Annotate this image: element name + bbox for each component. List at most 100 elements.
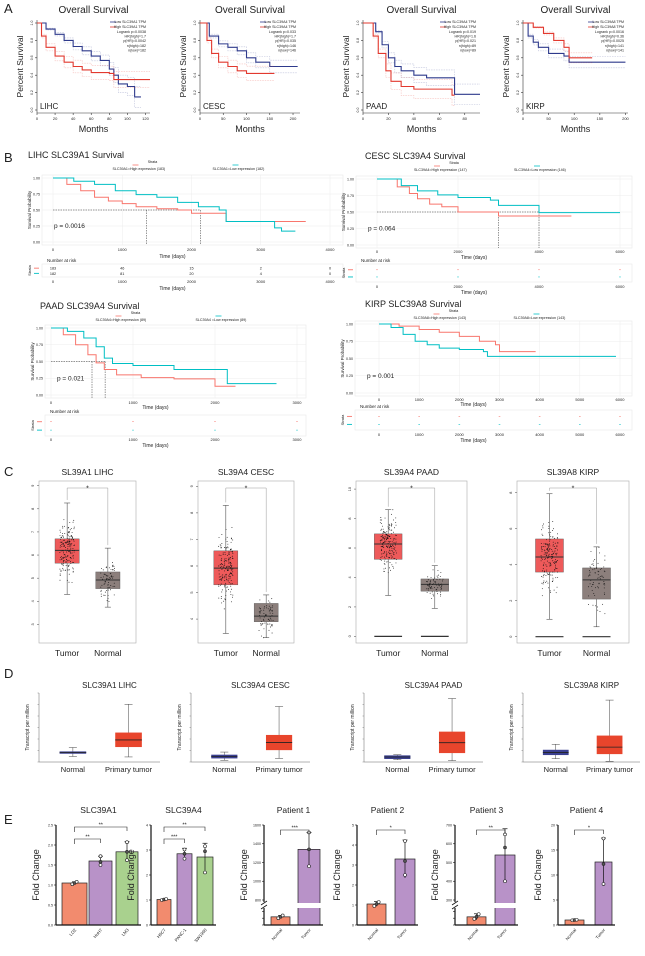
data-point — [230, 562, 232, 564]
data-point — [393, 553, 395, 555]
x-tick-label: 0 — [199, 116, 202, 121]
risk-count: 20 — [189, 272, 193, 276]
confidence-band — [200, 22, 298, 74]
data-point — [550, 564, 552, 566]
data-point — [390, 538, 392, 539]
data-point — [547, 550, 549, 552]
survival-curve-high — [200, 22, 275, 75]
data-point — [394, 542, 396, 544]
y-tick-label: 8 — [348, 517, 352, 519]
plot-frame — [197, 480, 295, 644]
x-axis-label: Time (days) — [159, 254, 186, 260]
stat-text: n(low)=146 — [278, 48, 296, 52]
panel-label-a: A — [4, 1, 13, 16]
data-point — [63, 545, 65, 547]
data-point — [438, 585, 440, 587]
data-point — [62, 552, 64, 554]
axis-break-gap — [297, 903, 321, 908]
data-point — [540, 543, 542, 544]
data-point — [61, 542, 63, 544]
data-point — [546, 539, 547, 541]
data-point — [106, 575, 108, 577]
stat-text: n(low)=89 — [460, 48, 476, 52]
data-point — [259, 599, 261, 601]
data-point — [231, 569, 233, 571]
data-point — [67, 533, 69, 535]
data-point — [544, 553, 546, 555]
data-point — [437, 570, 439, 571]
data-point — [551, 555, 553, 557]
data-point — [65, 549, 67, 551]
data-point — [392, 539, 394, 541]
data-point — [392, 566, 394, 568]
data-point — [106, 590, 107, 591]
x-tick-label: 40 — [412, 116, 417, 121]
data-point — [552, 580, 554, 582]
cancer-type-label: LIHC — [40, 102, 58, 111]
data-point — [379, 540, 381, 542]
data-point — [599, 611, 601, 612]
data-point — [73, 544, 75, 546]
data-point — [232, 594, 234, 596]
x-tick-label: 0 — [378, 397, 381, 402]
y-tick-label: 0.0 — [48, 923, 53, 927]
risk-x-tick-label: 3000 — [495, 432, 505, 437]
confidence-band — [363, 22, 455, 106]
y-tick-label: 0.4 — [30, 73, 34, 78]
data-point — [66, 551, 68, 553]
data-point — [384, 517, 386, 519]
data-point — [599, 576, 601, 578]
data-point — [556, 554, 557, 556]
y-axis-label: Fold Change — [332, 849, 342, 901]
risk-x-tick-label: 3000 — [256, 279, 266, 284]
data-point — [542, 565, 544, 567]
chart-title: Patient 3 — [470, 805, 504, 815]
data-point — [67, 541, 69, 543]
data-point — [549, 545, 551, 547]
data-point — [104, 582, 106, 584]
data-point — [604, 584, 606, 586]
data-point — [231, 601, 233, 603]
data-point — [390, 557, 392, 559]
y-tick-label: 1400 — [253, 842, 261, 846]
data-point — [434, 583, 436, 585]
data-point — [220, 583, 222, 585]
data-point — [65, 564, 67, 566]
data-point — [229, 558, 231, 560]
qpcr-bar-chart-patient-2: Patient 2 Fold Change Normal Tumor 0 1 2 3 4 5 * — [332, 805, 418, 941]
x-tick-label: 20 — [53, 116, 58, 121]
data-point — [597, 609, 599, 611]
data-point — [62, 532, 64, 534]
data-point — [380, 541, 381, 543]
x-tick-label: 3000 — [256, 247, 266, 252]
data-point — [385, 540, 387, 542]
data-point — [231, 555, 233, 557]
data-point — [268, 605, 270, 607]
data-point — [590, 551, 592, 552]
y-axis-label: Fold Change — [126, 849, 136, 901]
data-point — [384, 556, 385, 558]
data-point — [383, 536, 384, 538]
replicate-point — [472, 917, 477, 921]
data-point — [429, 585, 431, 587]
tpm-boxplot-kirp: SLC39A8 KIRP Transcript per million Normal… — [509, 681, 640, 774]
qpcr-bar-chart-patient-3: Patient 3 Fold Change Normal Tumor 300 400 500… — [430, 805, 518, 941]
data-point — [557, 537, 559, 539]
data-point — [270, 607, 271, 609]
replicate-point — [203, 844, 207, 849]
data-point — [551, 557, 553, 559]
significance-bracket — [476, 829, 506, 835]
data-point — [432, 583, 433, 585]
axis-break — [453, 902, 457, 908]
strata-label: SLC39A1=High expression (183) — [113, 167, 166, 171]
survival-curve-low — [523, 22, 626, 63]
y-tick-label: 1.00 — [33, 176, 40, 180]
replicate-point — [182, 851, 187, 856]
data-point — [542, 574, 544, 576]
data-point — [391, 541, 393, 543]
data-point — [272, 619, 274, 621]
data-point — [549, 539, 551, 541]
y-tick-label: 0.5 — [48, 903, 53, 907]
data-point — [385, 567, 387, 569]
